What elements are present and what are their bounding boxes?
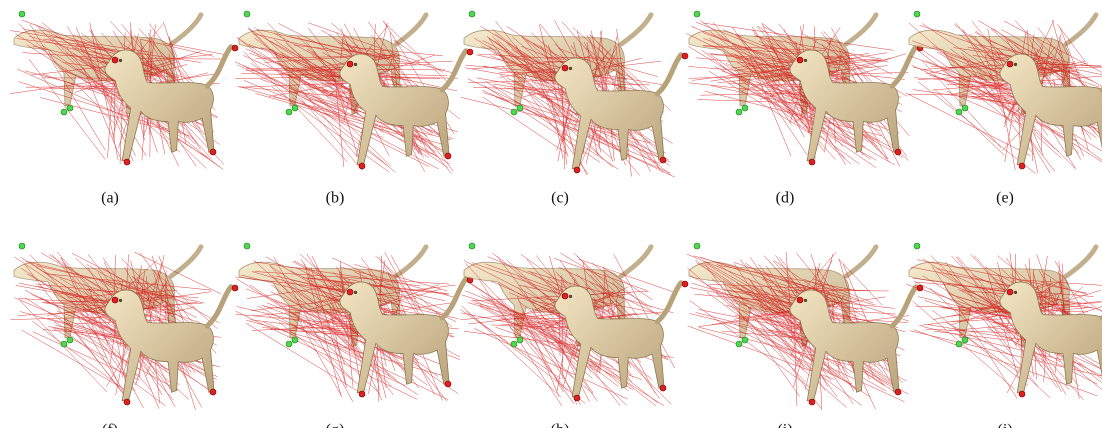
panel-label: (c) xyxy=(551,190,569,207)
target-point xyxy=(574,167,580,173)
source-point xyxy=(244,11,250,17)
source-point xyxy=(67,105,73,111)
target-point xyxy=(210,389,216,395)
correspondence-line xyxy=(605,75,663,85)
source-point xyxy=(511,341,517,347)
source-point xyxy=(469,11,475,17)
source-point xyxy=(61,109,67,115)
target-point xyxy=(210,149,216,155)
source-point xyxy=(67,337,73,343)
panel-label: (h) xyxy=(551,422,570,428)
source-point xyxy=(511,109,517,115)
source-point xyxy=(517,105,523,111)
source-point xyxy=(517,337,523,343)
target-point xyxy=(682,53,688,59)
target-point xyxy=(574,395,580,401)
source-point xyxy=(736,341,742,347)
target-point xyxy=(445,153,451,159)
source-point xyxy=(292,337,298,343)
panels: (a) (b) (c) (d) (e) (f) (g) (h) (i) (j) xyxy=(10,11,1102,428)
target-point xyxy=(660,385,666,391)
source-point xyxy=(956,341,962,347)
panel: (a) xyxy=(10,11,238,207)
source-point xyxy=(914,243,920,249)
panel: (g) xyxy=(235,243,473,428)
target-point xyxy=(562,65,568,71)
target-point xyxy=(809,399,815,405)
panel-label: (i) xyxy=(777,422,792,428)
target-point xyxy=(359,391,365,397)
correspondence-line xyxy=(394,40,443,72)
figure: (a) (b) (c) (d) (e) (f) (g) (h) (i) (j) xyxy=(0,0,1102,428)
source-point xyxy=(962,337,968,343)
target-point xyxy=(1007,289,1013,295)
source-point xyxy=(694,11,700,17)
panel-label: (b) xyxy=(326,190,345,207)
source-point xyxy=(286,341,292,347)
target-point xyxy=(467,49,473,55)
panel-label: (d) xyxy=(776,190,795,207)
panel-label: (f) xyxy=(102,422,118,428)
panel: (i) xyxy=(687,243,923,428)
target-point xyxy=(232,285,238,291)
target-point xyxy=(797,57,803,63)
target-point xyxy=(124,399,130,405)
source-point xyxy=(292,105,298,111)
target-point xyxy=(682,281,688,287)
target-point xyxy=(1019,163,1025,169)
target-point xyxy=(347,289,353,295)
panel-label: (e) xyxy=(996,190,1014,207)
panel: (c) xyxy=(461,11,688,207)
page: {"panels": [ {"label": "(a)"}, {"label":… xyxy=(0,0,1102,428)
source-point xyxy=(286,109,292,115)
panel: (f) xyxy=(11,243,238,428)
target-point xyxy=(809,159,815,165)
target-point xyxy=(797,297,803,303)
source-point xyxy=(19,243,25,249)
panel-label: (g) xyxy=(326,422,345,428)
panel-label: (j) xyxy=(997,422,1012,428)
source-point xyxy=(19,11,25,17)
target-point xyxy=(1019,391,1025,397)
source-point xyxy=(742,337,748,343)
target-point xyxy=(1007,61,1013,67)
target-point xyxy=(895,149,901,155)
source-point xyxy=(469,243,475,249)
source-point xyxy=(914,11,920,17)
panel-label: (a) xyxy=(101,190,119,207)
panel: (b) xyxy=(235,11,473,207)
panel: (d) xyxy=(686,11,923,207)
source-point xyxy=(244,243,250,249)
target-point xyxy=(112,57,118,63)
target-point xyxy=(112,297,118,303)
target-point xyxy=(562,293,568,299)
target-point xyxy=(124,159,130,165)
source-point xyxy=(61,341,67,347)
target-point xyxy=(895,389,901,395)
target-point xyxy=(232,45,238,51)
panel: (j) xyxy=(906,243,1102,428)
target-point xyxy=(660,157,666,163)
target-point xyxy=(347,61,353,67)
source-point xyxy=(694,243,700,249)
panel: (e) xyxy=(906,11,1102,207)
source-point xyxy=(736,109,742,115)
panel: (h) xyxy=(460,243,688,428)
source-point xyxy=(956,109,962,115)
target-point xyxy=(359,163,365,169)
source-point xyxy=(742,105,748,111)
target-point xyxy=(445,381,451,387)
source-point xyxy=(962,105,968,111)
